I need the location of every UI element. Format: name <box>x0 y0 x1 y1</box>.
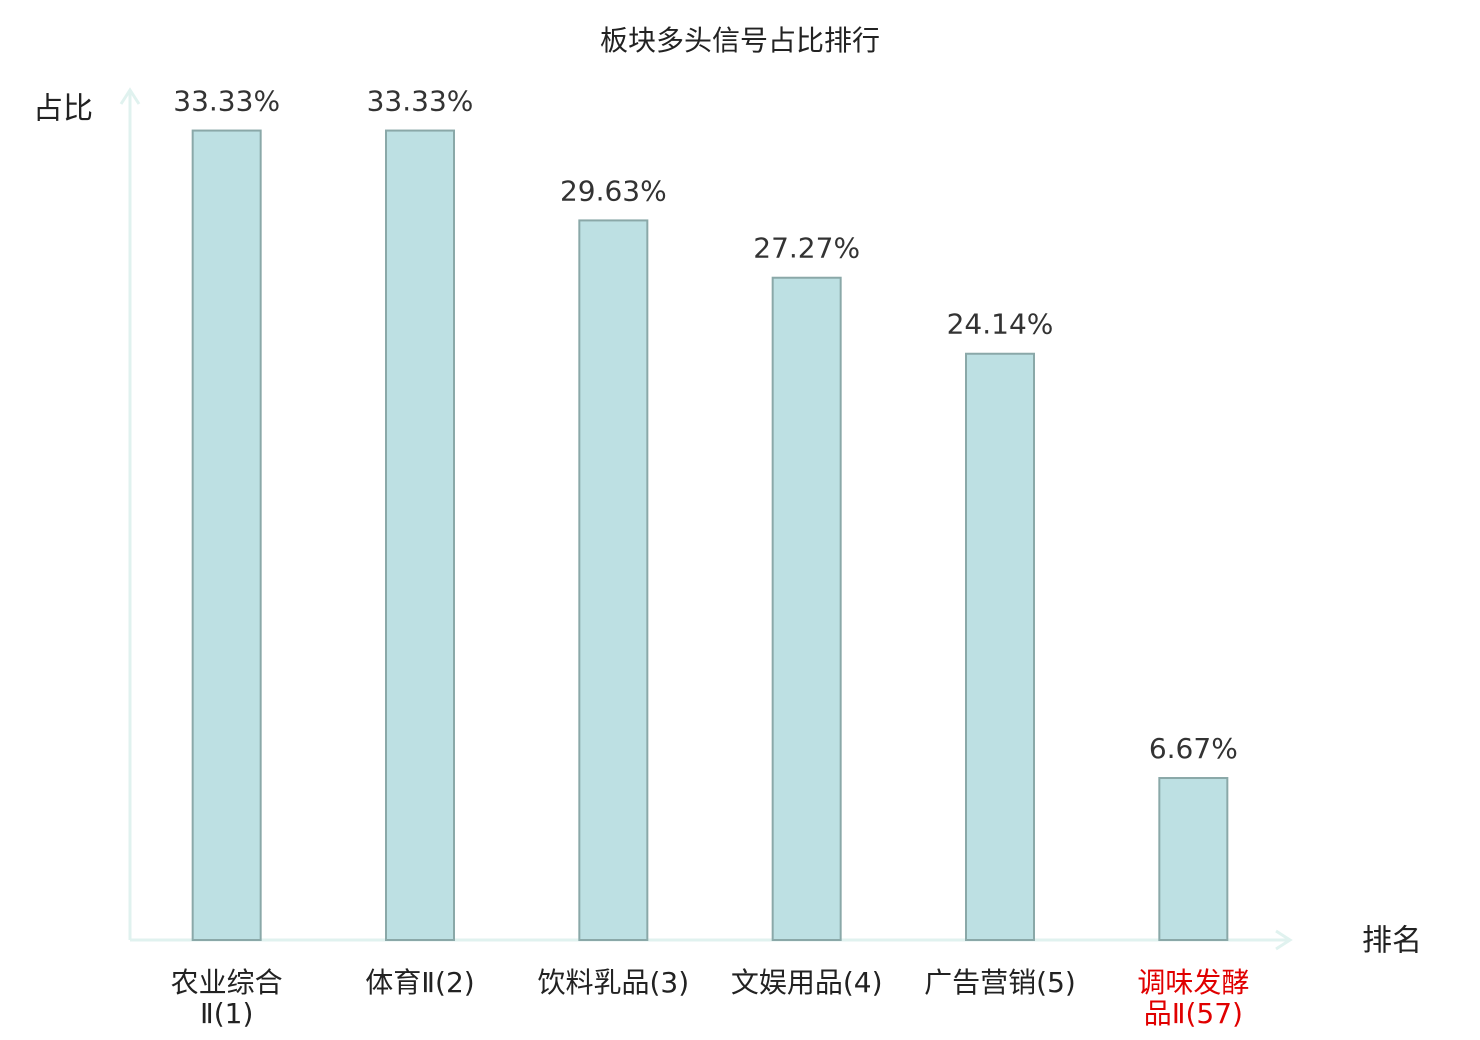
x-tick-label: 文娱用品(4) <box>731 966 883 999</box>
x-tick-label: 调味发酵 <box>1137 966 1249 999</box>
bar <box>385 129 455 942</box>
chart-title: 板块多头信号占比排行 <box>600 24 880 57</box>
bar <box>191 129 262 942</box>
x-tick-label: 农业综合 <box>171 966 283 999</box>
bar <box>1158 777 1229 941</box>
bar <box>965 352 1035 941</box>
value-label: 24.14% <box>947 308 1054 341</box>
x-tick-label: 体育Ⅱ(2) <box>365 966 474 999</box>
value-label: 29.63% <box>560 174 667 207</box>
x-axis-label: 排名 <box>1362 924 1422 959</box>
x-tick-label: Ⅱ(1) <box>200 997 253 1030</box>
value-label: 33.33% <box>367 85 474 118</box>
bar <box>771 276 842 941</box>
value-label: 27.27% <box>753 232 860 265</box>
bar <box>578 219 649 941</box>
x-tick-label: 广告营销(5) <box>924 966 1076 999</box>
value-label: 33.33% <box>173 85 280 118</box>
x-tick-label: 品Ⅱ(57) <box>1144 997 1243 1030</box>
y-axis-label: 占比 <box>33 92 93 127</box>
y-axis-arrow <box>119 87 141 105</box>
x-axis-arrow <box>1275 929 1293 951</box>
value-label: 6.67% <box>1149 732 1238 765</box>
x-tick-label: 饮料乳品(3) <box>537 966 689 999</box>
